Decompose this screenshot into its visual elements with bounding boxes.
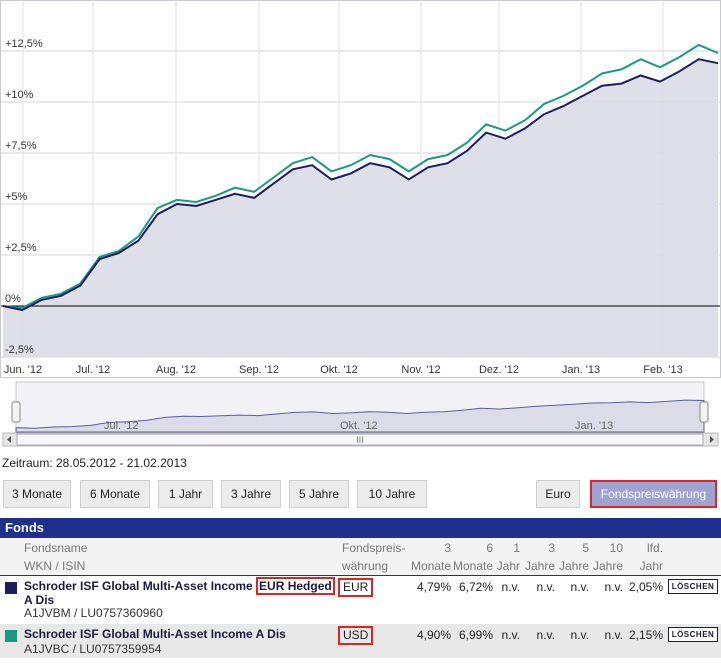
range-button-10-jahre[interactable]: 10 Jahre xyxy=(357,480,427,508)
fund-currency: USD xyxy=(338,626,374,645)
col-fondsname: Fondsname xyxy=(24,541,88,555)
scrollbar-thumb[interactable] xyxy=(16,433,704,446)
fund-name-highlight: EUR Hedged xyxy=(256,577,335,595)
perf-10j: n.v. xyxy=(604,628,623,642)
y-tick-label: +2,5% xyxy=(5,242,37,254)
series-swatch xyxy=(5,630,17,642)
y-tick-label: +5% xyxy=(5,191,28,203)
perf-10j: n.v. xyxy=(604,580,623,594)
col-3j-a: 3 xyxy=(548,541,555,555)
col-10j-a: 10 xyxy=(609,541,623,555)
y-tick-label: +7,5% xyxy=(5,140,37,152)
perf-3j: n.v. xyxy=(536,628,555,642)
col-10j-b: Jahre xyxy=(592,559,623,573)
scroll-left-icon[interactable] xyxy=(7,436,11,443)
x-tick-label: Jan. '13 xyxy=(562,364,600,376)
perf-3j: n.v. xyxy=(536,580,555,594)
perf-5j: n.v. xyxy=(570,628,589,642)
date-range-label: Zeitraum: 28.05.2012 - 21.02.2013 xyxy=(2,456,187,470)
perf-3m: 4,90% xyxy=(416,628,451,642)
y-tick-label: 0% xyxy=(5,293,21,305)
col-1j-a: 1 xyxy=(513,541,520,555)
scroll-right-icon[interactable] xyxy=(710,436,714,443)
perf-lfd: 2,05% xyxy=(628,580,663,594)
fund-id: A1JVBM / LU0757360960 xyxy=(24,606,163,620)
perf-5j: n.v. xyxy=(570,580,589,594)
navigator-label-okt: Okt. '12 xyxy=(340,420,378,432)
performance-chart: +12,5% +10% +7,5% +5% +2,5% 0% -2,5% Jun. '12 Ju… xyxy=(0,0,721,378)
perf-6m: 6,99% xyxy=(458,628,493,642)
delete-button[interactable]: LÖSCHEN xyxy=(668,579,718,594)
perf-6m: 6,72% xyxy=(458,580,493,594)
table-row: Schroder ISF Global Multi-Asset Income E… xyxy=(0,576,721,620)
range-button-3-monate[interactable]: 3 Monate xyxy=(3,480,71,508)
x-tick-label: Sep. '12 xyxy=(239,364,279,376)
x-tick-label: Aug. '12 xyxy=(156,364,196,376)
fonds-table: Fonds Fondsname WKN / ISIN Fondspreis- w… xyxy=(0,518,721,664)
navigator-svg[interactable]: III xyxy=(0,378,721,448)
col-1j-b: Jahr xyxy=(496,559,520,573)
col-lfd-b: Jahr xyxy=(639,559,663,573)
perf-lfd: 2,15% xyxy=(628,628,663,642)
x-tick-label: Nov. '12 xyxy=(401,364,440,376)
fund-currency: EUR xyxy=(338,578,374,597)
navigator-label-jan: Jan. '13 xyxy=(575,420,614,432)
y-tick-label: +10% xyxy=(5,89,34,101)
perf-1j: n.v. xyxy=(501,628,520,642)
x-tick-label: Okt. '12 xyxy=(320,364,358,376)
y-tick-label: -2,5% xyxy=(5,344,34,356)
range-navigator[interactable]: III Jul. '12 Okt. '12 Jan. '13 xyxy=(0,378,721,448)
x-tick-label: Feb. '13 xyxy=(643,364,682,376)
fund-name-part: Schroder ISF Global Multi-Asset Income xyxy=(24,579,257,593)
col-wkn-isin: WKN / ISIN xyxy=(24,559,86,573)
col-lfd-a: lfd. xyxy=(646,541,663,555)
navigator-label-jul: Jul. '12 xyxy=(104,420,139,432)
navigator-handle-right[interactable] xyxy=(699,401,709,423)
col-3m-b: Monate xyxy=(410,559,451,573)
fund-id: A1JVBC / LU0757359954 xyxy=(24,642,162,656)
chart-svg: +12,5% +10% +7,5% +5% +2,5% 0% -2,5% Jun. '12 Ju… xyxy=(1,1,720,376)
perf-3m: 4,79% xyxy=(416,580,451,594)
col-waehrung: währung xyxy=(342,559,389,573)
x-tick-label: Jun. '12 xyxy=(4,364,42,376)
delete-button[interactable]: LÖSCHEN xyxy=(668,627,718,642)
range-button-6-monate[interactable]: 6 Monate xyxy=(80,480,150,508)
y-tick-label: +12,5% xyxy=(5,38,43,50)
navigator-area xyxy=(15,399,705,433)
table-row: Schroder ISF Global Multi-Asset Income A… xyxy=(0,624,721,658)
navigator-handle-left[interactable] xyxy=(11,401,21,423)
fund-name: Schroder ISF Global Multi-Asset Income E… xyxy=(24,577,344,607)
range-button-3-jahre[interactable]: 3 Jahre xyxy=(221,480,281,508)
series-area xyxy=(3,59,718,357)
fund-name-suffix: A Dis xyxy=(24,593,55,607)
x-tick-label: Dez. '12 xyxy=(479,364,519,376)
scrollbar-grip-icon: III xyxy=(356,436,364,446)
col-5j-b: Jahre xyxy=(558,559,589,573)
range-button-1-jahr[interactable]: 1 Jahr xyxy=(158,480,213,508)
col-3j-b: Jahre xyxy=(524,559,555,573)
col-3m-a: 3 xyxy=(444,541,451,555)
currency-button-fondspreiswaehrung[interactable]: Fondspreiswährung xyxy=(590,480,717,508)
series-line-1 xyxy=(2,43,719,310)
col-fondspreis: Fondspreis- xyxy=(342,541,406,555)
perf-1j: n.v. xyxy=(501,580,520,594)
col-5j-a: 5 xyxy=(582,541,589,555)
col-6m-b: Monate xyxy=(452,559,493,573)
series-swatch xyxy=(5,582,17,594)
series-line-0 xyxy=(2,58,719,312)
table-column-headers: Fondsname WKN / ISIN Fondspreis- währung… xyxy=(0,538,721,576)
x-tick-label: Jul. '12 xyxy=(76,364,111,376)
currency-button-euro[interactable]: Euro xyxy=(536,480,580,508)
fund-name: Schroder ISF Global Multi-Asset Income A… xyxy=(24,627,286,641)
col-6m-a: 6 xyxy=(486,541,493,555)
range-button-5-jahre[interactable]: 5 Jahre xyxy=(289,480,349,508)
table-title: Fonds xyxy=(0,518,721,538)
